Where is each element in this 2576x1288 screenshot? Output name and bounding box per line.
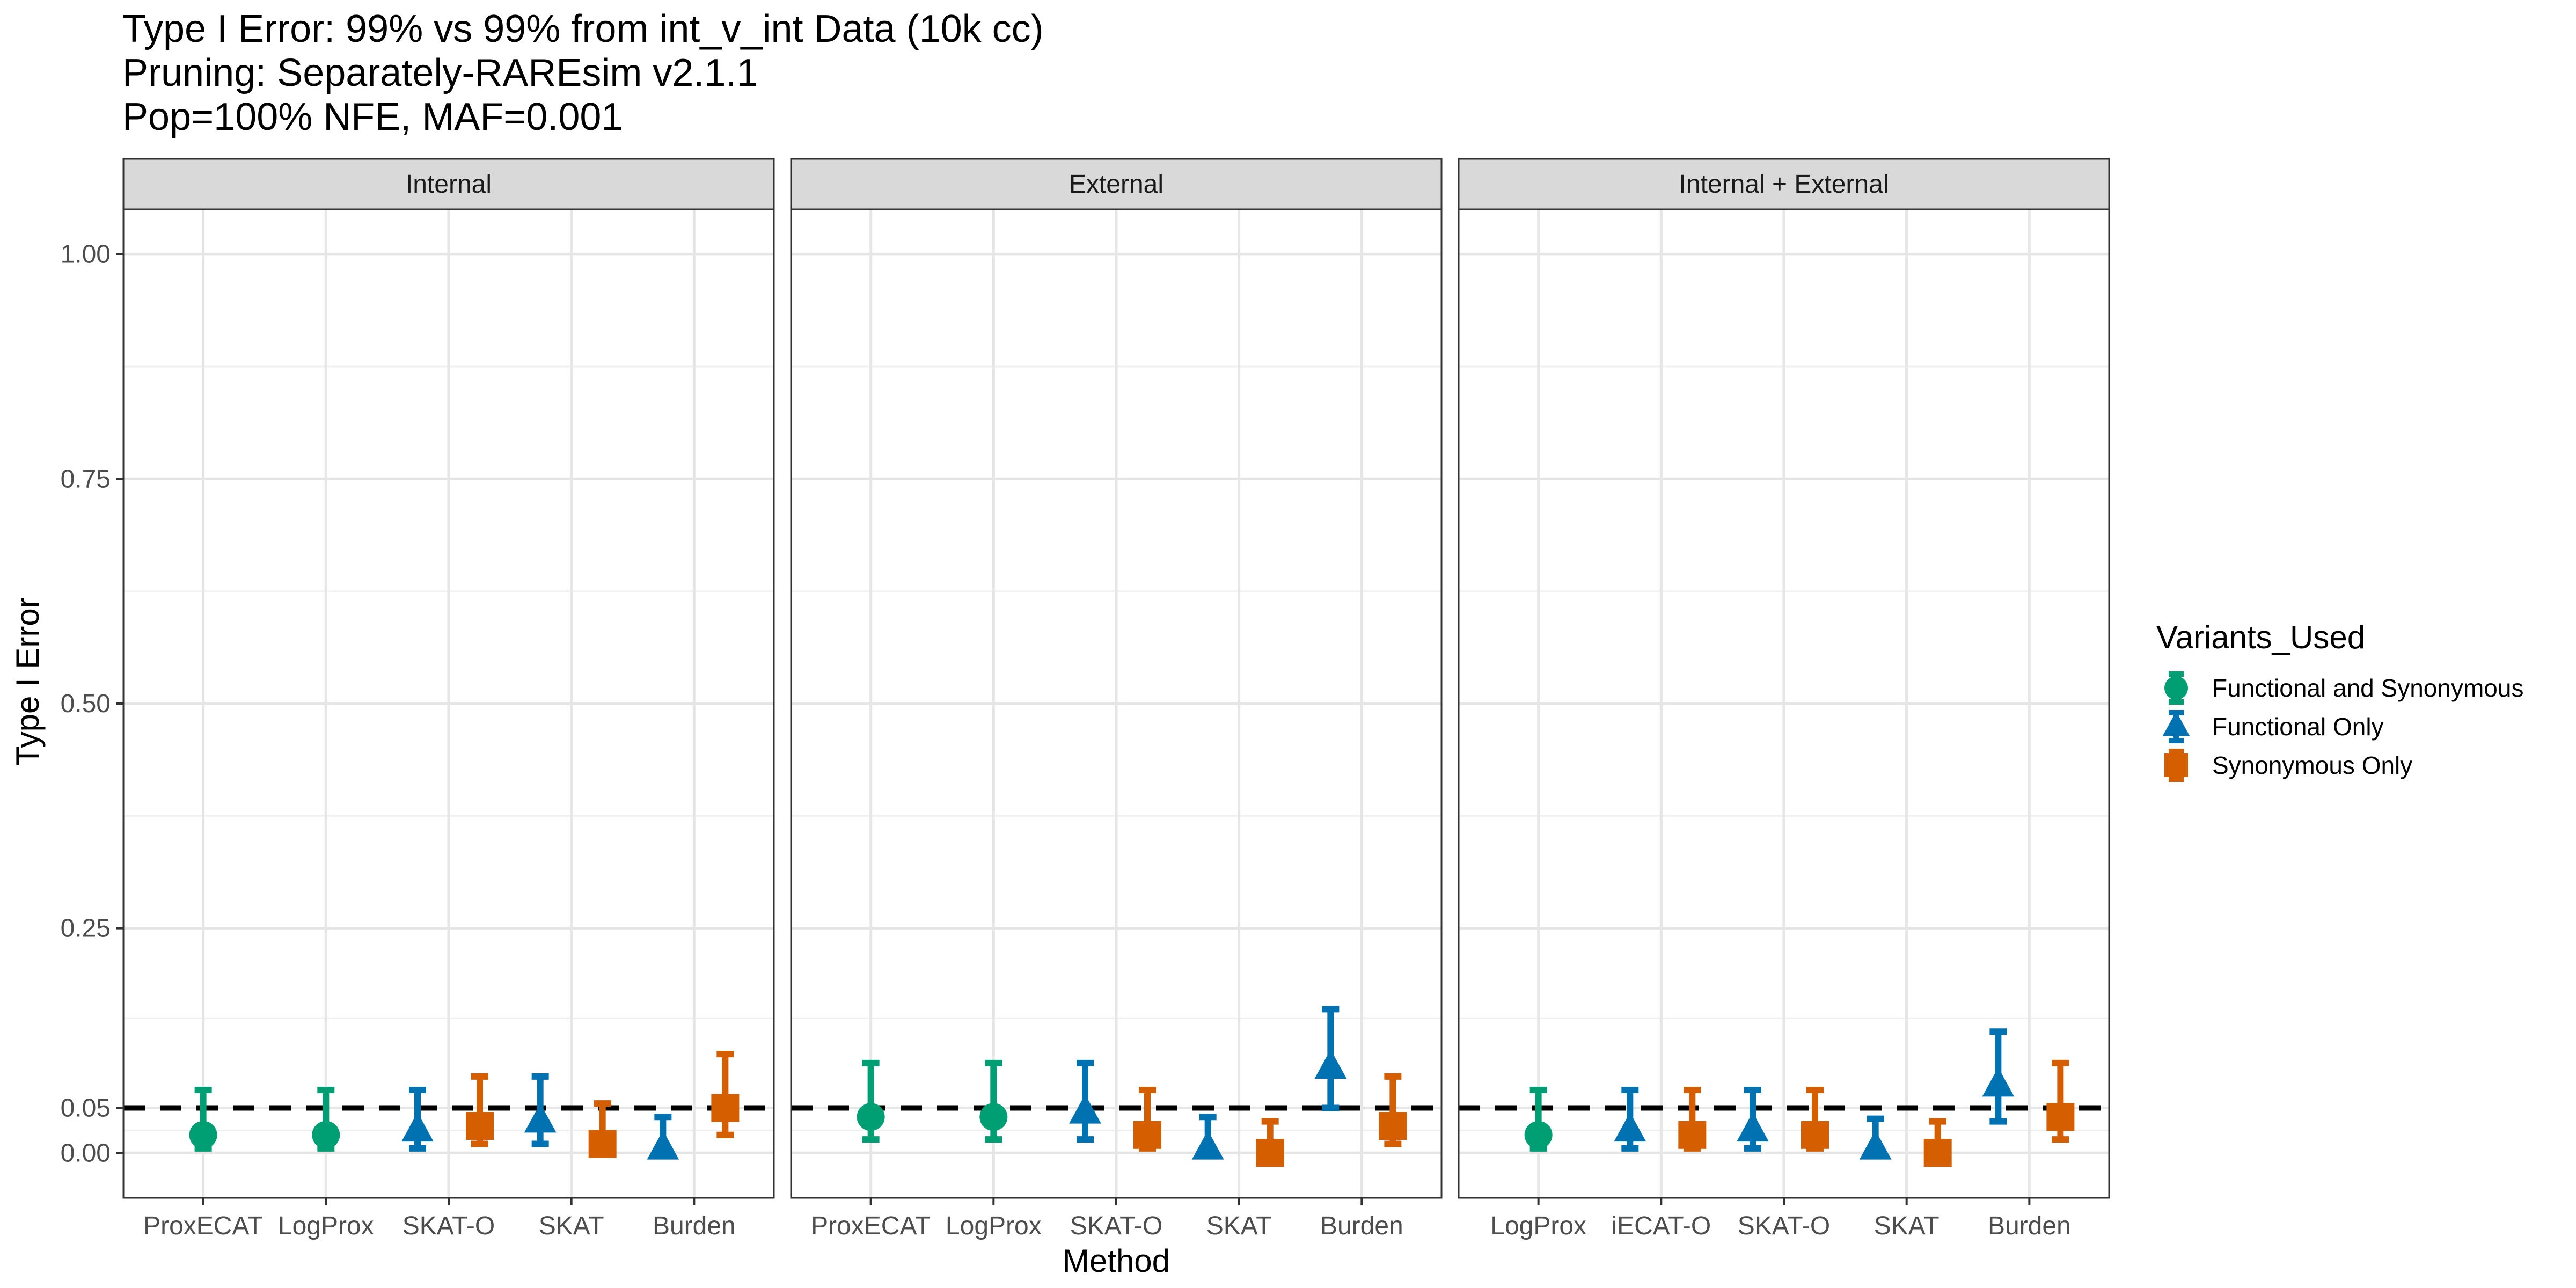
data-point-group <box>1524 1087 1553 1152</box>
data-point-group <box>1133 1087 1161 1152</box>
y-tick-label: 0.75 <box>61 465 111 493</box>
y-tick-label: 0.25 <box>61 914 111 943</box>
chart-title-line-1: Type I Error: 99% vs 99% from int_v_int … <box>122 8 1044 50</box>
data-point-marker <box>1069 1094 1101 1124</box>
data-point-marker <box>401 1112 434 1142</box>
data-point-group <box>1379 1073 1407 1147</box>
data-point-group <box>1859 1115 1892 1160</box>
y-tick-label: 0.00 <box>61 1139 111 1167</box>
data-point-marker <box>1982 1067 2015 1097</box>
y-tick-label: 0.05 <box>61 1094 111 1123</box>
facet-strip-label: Internal + External <box>1679 170 1889 199</box>
data-point-group <box>189 1087 217 1152</box>
x-tick-label: SKAT <box>1874 1212 1940 1240</box>
data-point-group <box>979 1059 1008 1143</box>
y-axis-title: Type I Error <box>10 597 46 765</box>
facet-strip <box>790 158 1443 210</box>
data-point-group <box>466 1073 494 1147</box>
data-point-marker <box>1191 1130 1224 1160</box>
data-point-marker <box>1801 1121 1829 1149</box>
x-tick-label: iECAT-O <box>1611 1212 1711 1240</box>
y-axis: 0.00 0.05 0.25 0.50 0.75 1.00 <box>61 240 123 1167</box>
data-point-group <box>1069 1059 1101 1143</box>
x-tick-label: LogProx <box>278 1212 374 1240</box>
facet-panel-3: Internal + External LogProx iECAT-O SKAT-O S… <box>1458 158 2110 1240</box>
data-point-group <box>1614 1087 1646 1152</box>
chart-title-block: Type I Error: 99% vs 99% from int_v_int … <box>122 8 1044 138</box>
data-point-group <box>2046 1059 2075 1143</box>
legend-entry: Functional Only <box>2162 710 2384 743</box>
data-point-marker <box>647 1130 679 1160</box>
facet-panel-2: External ProxECAT LogProx SKAT-O SKAT Burden <box>790 158 1443 1240</box>
data-point-group <box>1191 1114 1224 1160</box>
x-tick-label: SKAT-O <box>402 1212 495 1240</box>
legend: Variants_Used Functional and Synonymous Fu… <box>2156 619 2523 782</box>
x-tick-label: LogProx <box>1490 1212 1586 1240</box>
x-tick-label: SKAT <box>1206 1212 1272 1240</box>
x-tick-label: Burden <box>1988 1212 2071 1240</box>
data-point-group <box>1982 1028 2015 1125</box>
chart-title-line-3: Pop=100% NFE, MAF=0.001 <box>122 96 623 138</box>
legend-key-marker <box>2162 711 2190 736</box>
x-tick-label: Burden <box>1320 1212 1403 1240</box>
data-point-marker <box>1524 1121 1553 1149</box>
data-point-group <box>1256 1118 1284 1167</box>
data-point-marker <box>857 1103 885 1131</box>
data-point-marker <box>1678 1121 1707 1149</box>
data-point-marker <box>1859 1130 1892 1160</box>
x-tick-label: ProxECAT <box>143 1212 263 1240</box>
x-tick-label: SKAT-O <box>1070 1212 1162 1240</box>
legend-key-marker <box>2164 676 2188 700</box>
data-point-group <box>588 1100 617 1158</box>
data-point-group <box>857 1059 885 1143</box>
legend-label: Synonymous Only <box>2212 751 2412 779</box>
x-tick-label: SKAT <box>539 1212 604 1240</box>
data-point-marker <box>1923 1139 1952 1167</box>
data-point-marker <box>1614 1112 1646 1142</box>
data-point-group <box>1923 1118 1952 1167</box>
chart-title-line-2: Pruning: Separately-RAREsim v2.1.1 <box>122 52 758 94</box>
data-point-group <box>647 1114 679 1160</box>
legend-label: Functional Only <box>2212 713 2384 741</box>
legend-label: Functional and Synonymous <box>2212 674 2523 702</box>
data-point-marker <box>312 1121 340 1149</box>
x-tick-label: LogProx <box>946 1212 1042 1240</box>
data-point-group <box>1678 1087 1707 1152</box>
x-tick-label: SKAT-O <box>1738 1212 1830 1240</box>
facet-strip <box>122 158 775 210</box>
y-tick-label: 1.00 <box>61 240 111 269</box>
data-point-group <box>1314 1006 1347 1111</box>
data-point-marker <box>1256 1139 1284 1167</box>
legend-key-marker <box>2164 753 2188 777</box>
data-point-marker <box>1314 1049 1347 1079</box>
legend-title: Variants_Used <box>2156 619 2365 655</box>
x-tick-label: Burden <box>653 1212 736 1240</box>
x-tick-label: ProxECAT <box>811 1212 931 1240</box>
x-axis-title: Method <box>1063 1243 1170 1279</box>
facet-strip-label: External <box>1069 170 1163 199</box>
legend-entry: Synonymous Only <box>2164 749 2412 782</box>
data-point-group <box>524 1073 557 1147</box>
data-point-marker <box>2046 1103 2075 1131</box>
data-point-marker <box>1737 1112 1769 1142</box>
legend-entry: Functional and Synonymous <box>2164 671 2523 705</box>
data-point-marker <box>979 1103 1008 1131</box>
data-point-group <box>312 1087 340 1152</box>
data-point-marker <box>466 1112 494 1140</box>
data-point-marker <box>588 1130 617 1158</box>
facet-panel-1: Internal ProxECAT LogProx SKAT-O SKAT Burden <box>122 158 775 1240</box>
facet-strip-label: Internal <box>406 170 492 199</box>
data-point-group <box>711 1051 740 1138</box>
data-point-marker <box>1379 1112 1407 1140</box>
data-point-marker <box>524 1103 557 1133</box>
y-tick-label: 0.50 <box>61 690 111 718</box>
data-point-group <box>1801 1087 1829 1152</box>
data-point-group <box>401 1087 434 1152</box>
data-point-marker <box>189 1121 217 1149</box>
data-point-marker <box>1133 1121 1161 1149</box>
data-point-group <box>1737 1087 1769 1152</box>
data-point-marker <box>711 1094 740 1122</box>
